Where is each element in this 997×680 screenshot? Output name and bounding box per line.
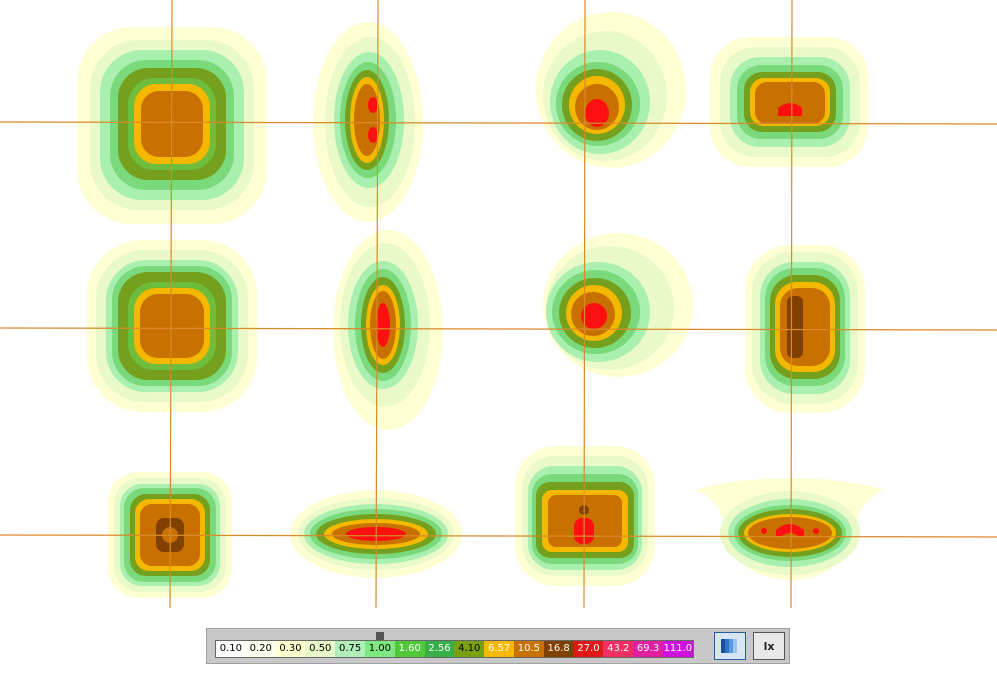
luminaire-contour-2-4 xyxy=(745,245,865,413)
unit-lx-button[interactable]: lx xyxy=(753,632,785,660)
legend-level-swatch: 4.10 xyxy=(454,641,485,657)
legend-level-swatch: 0.30 xyxy=(275,641,306,657)
legend-level-swatch: 111.0 xyxy=(662,641,693,657)
isolux-legend-toolbar: 0.10 0.20 0.30 0.50 0.75 1.00 1.60 2.56 4.10 6.57… xyxy=(206,628,790,664)
luminaire-grid-lines xyxy=(0,0,997,609)
legend-level-swatch: 0.10 xyxy=(216,641,246,657)
color-scale-icon xyxy=(721,639,737,653)
legend-level-swatch: 0.20 xyxy=(245,641,276,657)
legend-level-swatch: 10.5 xyxy=(513,641,544,657)
luminaire-contour-2-3 xyxy=(543,233,693,377)
legend-level-swatch: 0.75 xyxy=(335,641,365,657)
luminaire-contour-2-1 xyxy=(87,240,257,412)
luminaire-contour-3-4 xyxy=(695,478,885,580)
legend-level-swatch: 16.8 xyxy=(543,641,574,657)
legend-level-swatch: 0.50 xyxy=(305,641,336,657)
legend-level-swatch: 1.60 xyxy=(394,641,425,657)
luminaire-contour-3-3 xyxy=(515,446,655,586)
luminaire-contour-1-3 xyxy=(536,12,686,168)
luminaire-contour-2-2 xyxy=(333,230,443,430)
legend-level-swatch: 69.3 xyxy=(633,641,663,657)
isolux-contour-plot[interactable] xyxy=(0,0,997,615)
legend-level-swatch: 1.00 xyxy=(364,641,395,657)
legend-level-swatch: 43.2 xyxy=(603,641,634,657)
legend-level-swatch: 27.0 xyxy=(573,641,604,657)
legend-level-swatch: 2.56 xyxy=(424,641,455,657)
luminaire-contour-1-4 xyxy=(710,37,868,167)
luminaire-contour-1-2 xyxy=(313,22,423,222)
color-scale-button[interactable] xyxy=(714,632,746,660)
legend-color-scale: 0.10 0.20 0.30 0.50 0.75 1.00 1.60 2.56 4.10 6.57… xyxy=(215,640,694,658)
legend-level-swatch: 6.57 xyxy=(484,641,514,657)
